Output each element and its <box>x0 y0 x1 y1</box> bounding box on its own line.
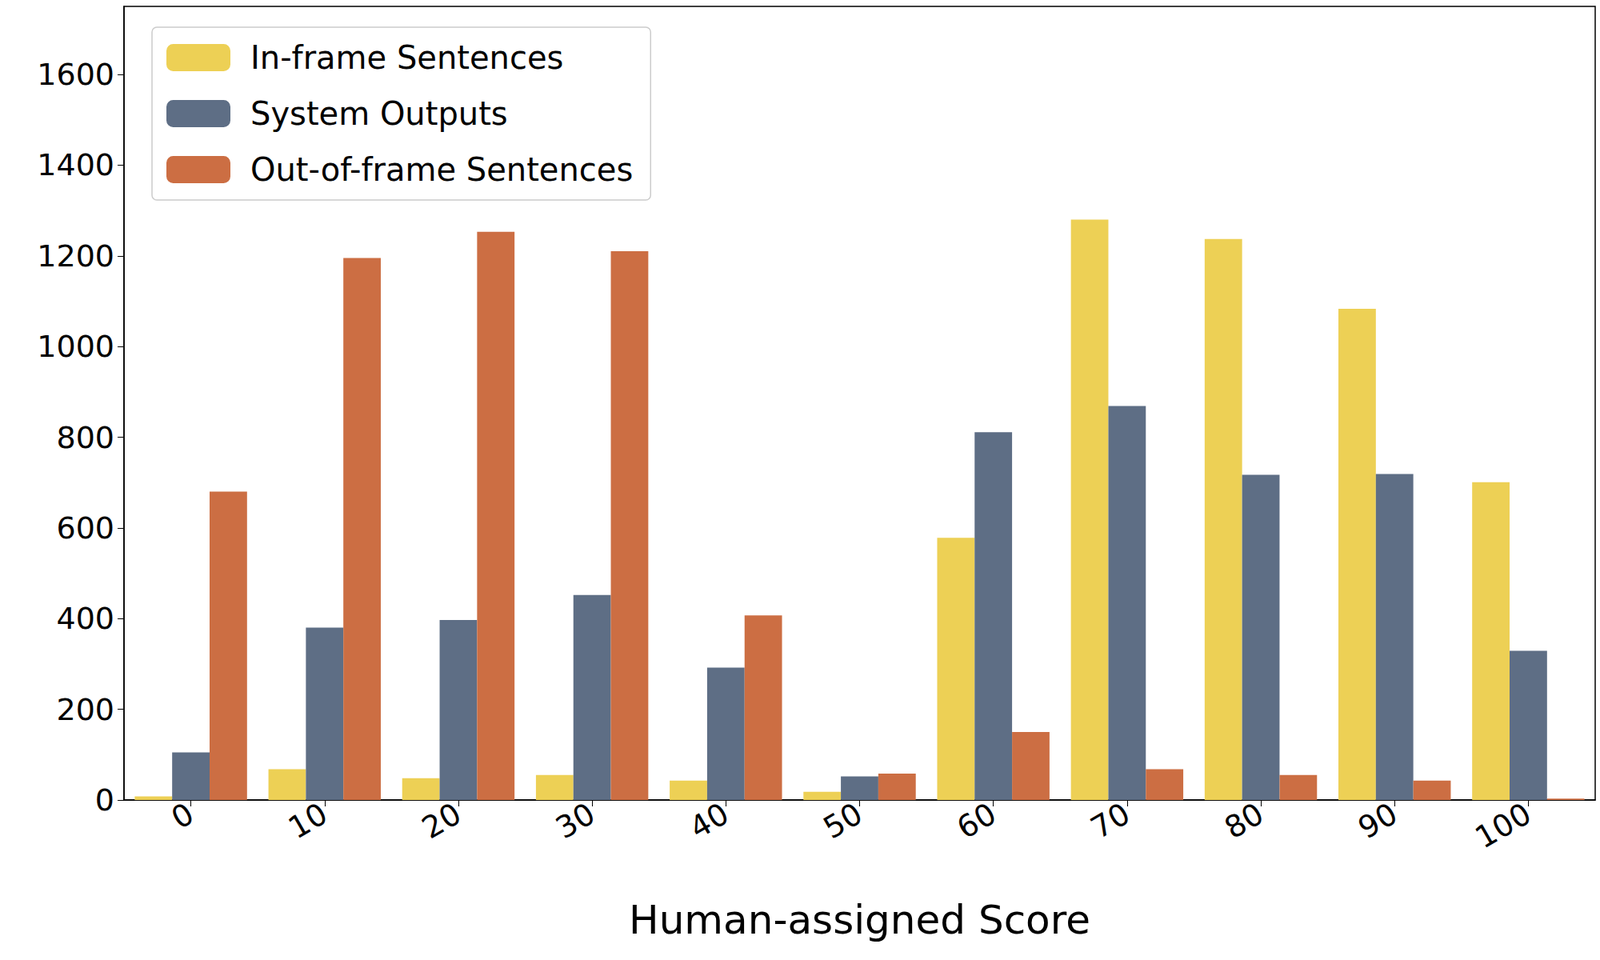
svg-text:70: 70 <box>1084 796 1136 846</box>
svg-text:800: 800 <box>56 420 115 456</box>
svg-text:20: 20 <box>416 796 468 846</box>
svg-text:60: 60 <box>951 796 1003 846</box>
svg-text:Out-of-frame Sentences: Out-of-frame Sentences <box>250 151 633 188</box>
svg-text:System Outputs: System Outputs <box>250 95 508 132</box>
svg-text:200: 200 <box>56 692 115 728</box>
svg-text:400: 400 <box>56 600 115 636</box>
svg-text:100: 100 <box>1469 796 1538 856</box>
svg-text:600: 600 <box>56 510 115 546</box>
svg-text:0: 0 <box>165 796 200 836</box>
svg-text:50: 50 <box>817 796 869 846</box>
svg-text:1200: 1200 <box>36 238 115 274</box>
svg-text:Human-assigned Score: Human-assigned Score <box>628 896 1091 944</box>
svg-text:80: 80 <box>1218 796 1270 846</box>
svg-text:1400: 1400 <box>36 147 115 183</box>
svg-text:In-frame Sentences: In-frame Sentences <box>250 39 564 76</box>
svg-text:1600: 1600 <box>36 56 115 92</box>
svg-text:30: 30 <box>549 796 601 846</box>
svg-text:1000: 1000 <box>36 328 115 364</box>
svg-text:0: 0 <box>95 782 115 818</box>
svg-text:90: 90 <box>1352 796 1404 846</box>
svg-text:40: 40 <box>683 796 735 846</box>
svg-text:10: 10 <box>282 796 334 846</box>
